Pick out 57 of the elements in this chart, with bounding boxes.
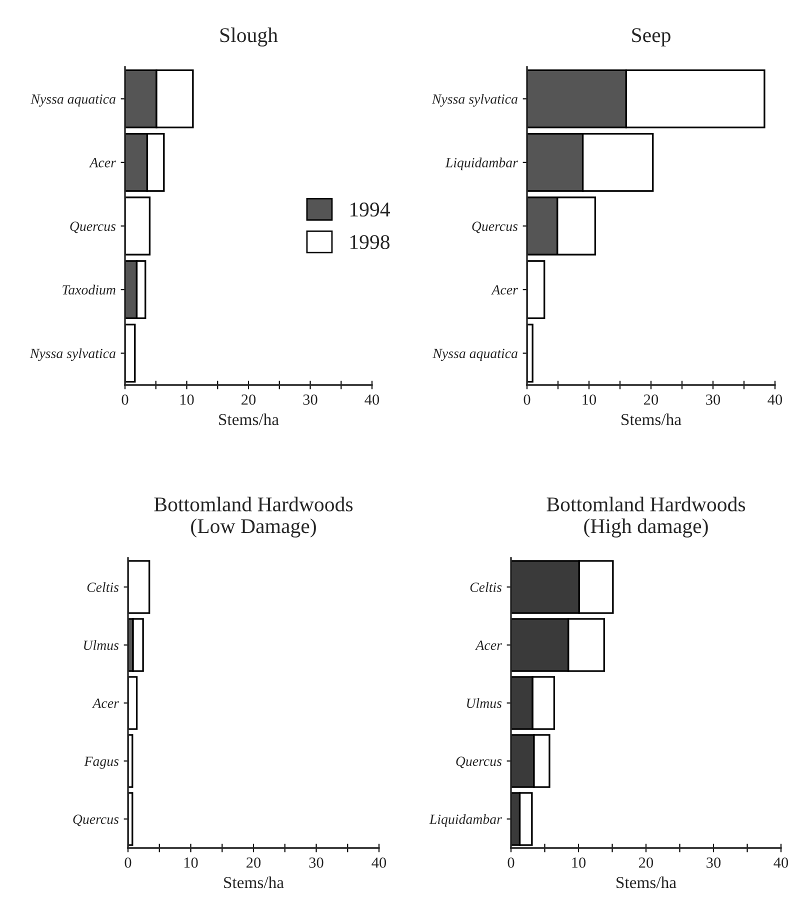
- x-tick-label: 30: [303, 394, 318, 405]
- x-tick-label: 20: [246, 857, 261, 868]
- x-tick-label: 40: [774, 857, 788, 868]
- x-tick-label: 10: [582, 394, 596, 405]
- bar: [527, 324, 534, 383]
- chart-title: Bottomland Hardwoods (Low Damage): [154, 496, 353, 538]
- y-tick-label: Liquidambar: [429, 814, 502, 827]
- x-tick-label: 30: [706, 857, 721, 868]
- y-tick-label: Quercus: [472, 222, 518, 234]
- x-tick-label: 20: [639, 857, 654, 868]
- y-tick-label: Nyssa aquatica: [30, 94, 116, 107]
- y-tick-label: Nyssa sylvatica: [432, 94, 518, 107]
- y-tick-label: Celtis: [87, 582, 119, 592]
- y-tick-label: Liquidambar: [445, 158, 518, 170]
- y-tick-label: Quercus: [73, 814, 119, 826]
- bar: [128, 676, 138, 730]
- x-tick-label: 0: [524, 394, 530, 405]
- x-tick-label: 0: [508, 857, 514, 868]
- x-tick-label: 30: [706, 394, 720, 405]
- x-tick-label: 0: [124, 857, 132, 868]
- bar: [125, 196, 151, 256]
- bar: [527, 260, 546, 320]
- legend-label: 1998: [350, 235, 390, 250]
- y-tick-label: Quercus: [70, 222, 116, 234]
- y-tick-label: Acer: [474, 640, 502, 650]
- x-tick-label: 30: [309, 857, 324, 868]
- y-tick-label: Acer: [92, 698, 120, 708]
- x-axis-title: Stems/ha: [224, 876, 284, 888]
- x-tick-label: 10: [184, 857, 198, 868]
- y-tick-label: Ulmus: [466, 698, 502, 708]
- x-tick-label: 10: [180, 394, 194, 405]
- chart-title: Seep: [632, 28, 670, 46]
- x-tick-label: 40: [364, 394, 380, 405]
- x-tick-label: 40: [768, 394, 782, 405]
- y-tick-label: Ulmus: [84, 640, 119, 650]
- chart-title: Slough: [220, 28, 278, 46]
- x-axis-title: Stems/ha: [616, 876, 676, 888]
- legend-label: 1994: [350, 202, 390, 217]
- y-tick-label: Nyssa aquatica: [432, 348, 518, 361]
- x-tick-label: 20: [242, 394, 256, 405]
- x-tick-label: 40: [372, 857, 386, 868]
- y-tick-label: Fagus: [84, 756, 119, 769]
- y-tick-label: Nyssa sylvatica: [30, 348, 116, 362]
- y-tick-label: Acer: [490, 285, 518, 295]
- y-tick-label: Quercus: [456, 756, 502, 768]
- bar: [128, 560, 150, 614]
- x-tick-label: 20: [644, 394, 658, 405]
- chart-title: Bottomland Hardwoods (High damage): [546, 496, 746, 538]
- y-tick-label: Taxodium: [62, 284, 116, 295]
- x-axis-title: Stems/ha: [219, 413, 279, 426]
- x-tick-label: 0: [122, 394, 128, 405]
- bar: [132, 618, 144, 672]
- y-tick-label: Acer: [88, 158, 116, 168]
- y-tick-label: Celtis: [470, 582, 502, 592]
- x-axis-title: Stems/ha: [622, 413, 682, 426]
- x-tick-label: 10: [572, 857, 586, 868]
- bar: [125, 324, 136, 383]
